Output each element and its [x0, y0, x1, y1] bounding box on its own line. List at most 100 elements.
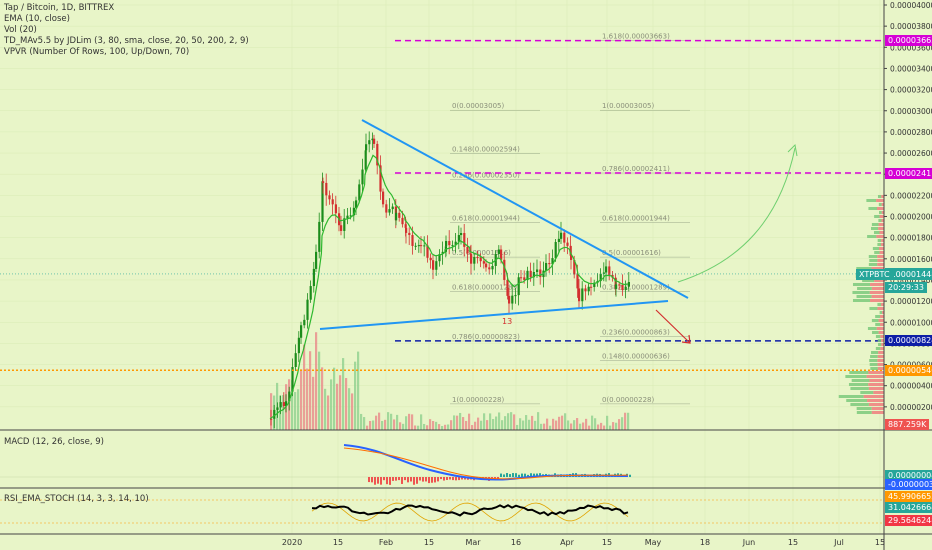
- macd-histogram-bar: [401, 477, 403, 484]
- legend-vol[interactable]: Vol (20): [4, 25, 37, 35]
- grid: [0, 0, 884, 534]
- candle-body: [331, 199, 334, 205]
- vpvr-bar-up: [856, 407, 872, 410]
- vpvr-bar-down: [869, 291, 884, 294]
- vpvr-bar-down: [877, 307, 884, 310]
- candle-body: [334, 204, 337, 214]
- vpvr-bar-down: [877, 363, 884, 366]
- fib-label: 0.236(0.00000863): [602, 329, 670, 337]
- rsi-legend[interactable]: RSI_EMA_STOCH (14, 3, 3, 14, 10): [4, 494, 149, 505]
- macd-histogram-bar: [377, 477, 379, 484]
- vpvr-bar-down: [870, 299, 884, 302]
- vpvr-bar-up: [875, 335, 881, 338]
- trendline-upper: [361, 119, 689, 299]
- candle-body: [445, 241, 448, 247]
- vpvr-bar-up: [848, 383, 869, 386]
- price-tick-label: 0.00001600: [890, 255, 932, 264]
- candle-body: [382, 191, 385, 205]
- macd-histogram-bar: [386, 477, 388, 485]
- vpvr-bar-up: [868, 255, 878, 258]
- volume-bar: [441, 425, 444, 430]
- vpvr-bar-down: [881, 219, 884, 222]
- trendlines: 13: [0, 39, 884, 372]
- vpvr-bar-up: [877, 239, 882, 242]
- macd-histogram-bar: [395, 477, 397, 481]
- candle-body: [536, 269, 539, 273]
- vpvr-bar-down: [878, 227, 884, 230]
- volume-bar: [303, 344, 306, 430]
- price-tick-label: 0.00002000: [890, 213, 932, 222]
- legend-vpvr[interactable]: VPVR (Number Of Rows, 100, Up/Down, 70): [4, 47, 190, 57]
- volume-bar: [459, 412, 462, 430]
- candle-body: [376, 143, 379, 166]
- price-tick-label: 0.00002200: [890, 191, 932, 200]
- macd-histogram-bar: [437, 477, 439, 482]
- macd-legend[interactable]: MACD (12, 26, close, 9): [4, 437, 104, 448]
- vpvr-bar-down: [880, 315, 884, 318]
- candle-body: [405, 227, 408, 233]
- candle-body: [340, 225, 343, 231]
- volume-bar: [384, 419, 387, 430]
- volume-bar: [477, 417, 480, 430]
- candle-body: [368, 140, 371, 145]
- volume-bar: [468, 413, 471, 430]
- candle-body: [273, 409, 276, 419]
- vpvr-bar-down: [871, 295, 884, 298]
- candle-body: [548, 263, 551, 265]
- time-tick-label: Jul: [833, 538, 844, 547]
- volume-bar: [486, 420, 489, 430]
- time-tick-label: 2020: [282, 538, 302, 547]
- vpvr-profile: [838, 195, 884, 414]
- macd-histogram-bar: [443, 477, 445, 481]
- volume-bar: [498, 412, 501, 430]
- volume-bar: [318, 351, 321, 430]
- volume-bar: [588, 425, 591, 430]
- rsi-title[interactable]: RSI_EMA_STOCH (14, 3, 3, 14, 10): [4, 494, 149, 504]
- time-tick-label: 18: [700, 538, 710, 547]
- volume-bar: [306, 368, 309, 430]
- volume-bar: [393, 419, 396, 430]
- candle-body: [491, 265, 494, 270]
- candle-body: [539, 269, 542, 278]
- macd-histogram-bar: [503, 474, 505, 477]
- candle-body: [615, 284, 618, 289]
- macd-title[interactable]: MACD (12, 26, close, 9): [4, 437, 104, 447]
- volume-bar: [324, 388, 327, 430]
- time-tick-label: 15: [875, 538, 885, 547]
- vpvr-bar-up: [877, 303, 882, 306]
- vpvr-bar-down: [881, 339, 884, 342]
- macd-histogram-bar: [452, 477, 454, 481]
- fib-label: 0.618(0.00001944): [452, 214, 520, 222]
- vpvr-bar-down: [880, 323, 884, 326]
- volume-bar: [501, 420, 504, 430]
- volume-bar: [561, 415, 564, 430]
- volume-bar: [585, 418, 588, 430]
- candle-body: [371, 138, 374, 141]
- candle-body: [482, 261, 485, 264]
- legend-tdma[interactable]: TD_MAv5.5 by JDLim (3, 80, sma, close, 2…: [4, 36, 249, 46]
- chart-title[interactable]: Tap / Bitcoin, 1D, BITTREX: [4, 3, 115, 13]
- candle-body: [309, 286, 312, 300]
- volume-bar: [618, 419, 621, 430]
- volume-bar: [597, 424, 600, 430]
- volume-bar: [495, 416, 498, 430]
- vpvr-bar-up: [869, 363, 878, 366]
- vpvr-bar-up: [856, 267, 872, 270]
- volume-bar: [615, 422, 618, 430]
- fib-label: 1.618(0.00003663): [602, 33, 670, 41]
- candle-body: [476, 257, 479, 259]
- candle-body: [485, 263, 488, 268]
- vpvr-bar-down: [878, 331, 884, 334]
- candle-body: [526, 270, 529, 281]
- volume-bar: [381, 420, 384, 430]
- annotation-text: 13: [502, 317, 512, 326]
- candle-body: [288, 391, 291, 402]
- candle-body: [420, 245, 423, 247]
- candle-body: [576, 274, 579, 289]
- candle-body: [590, 286, 593, 288]
- legend-ema[interactable]: EMA (10, close): [4, 14, 70, 24]
- vpvr-bar-up: [872, 247, 879, 250]
- candle-body: [276, 407, 279, 410]
